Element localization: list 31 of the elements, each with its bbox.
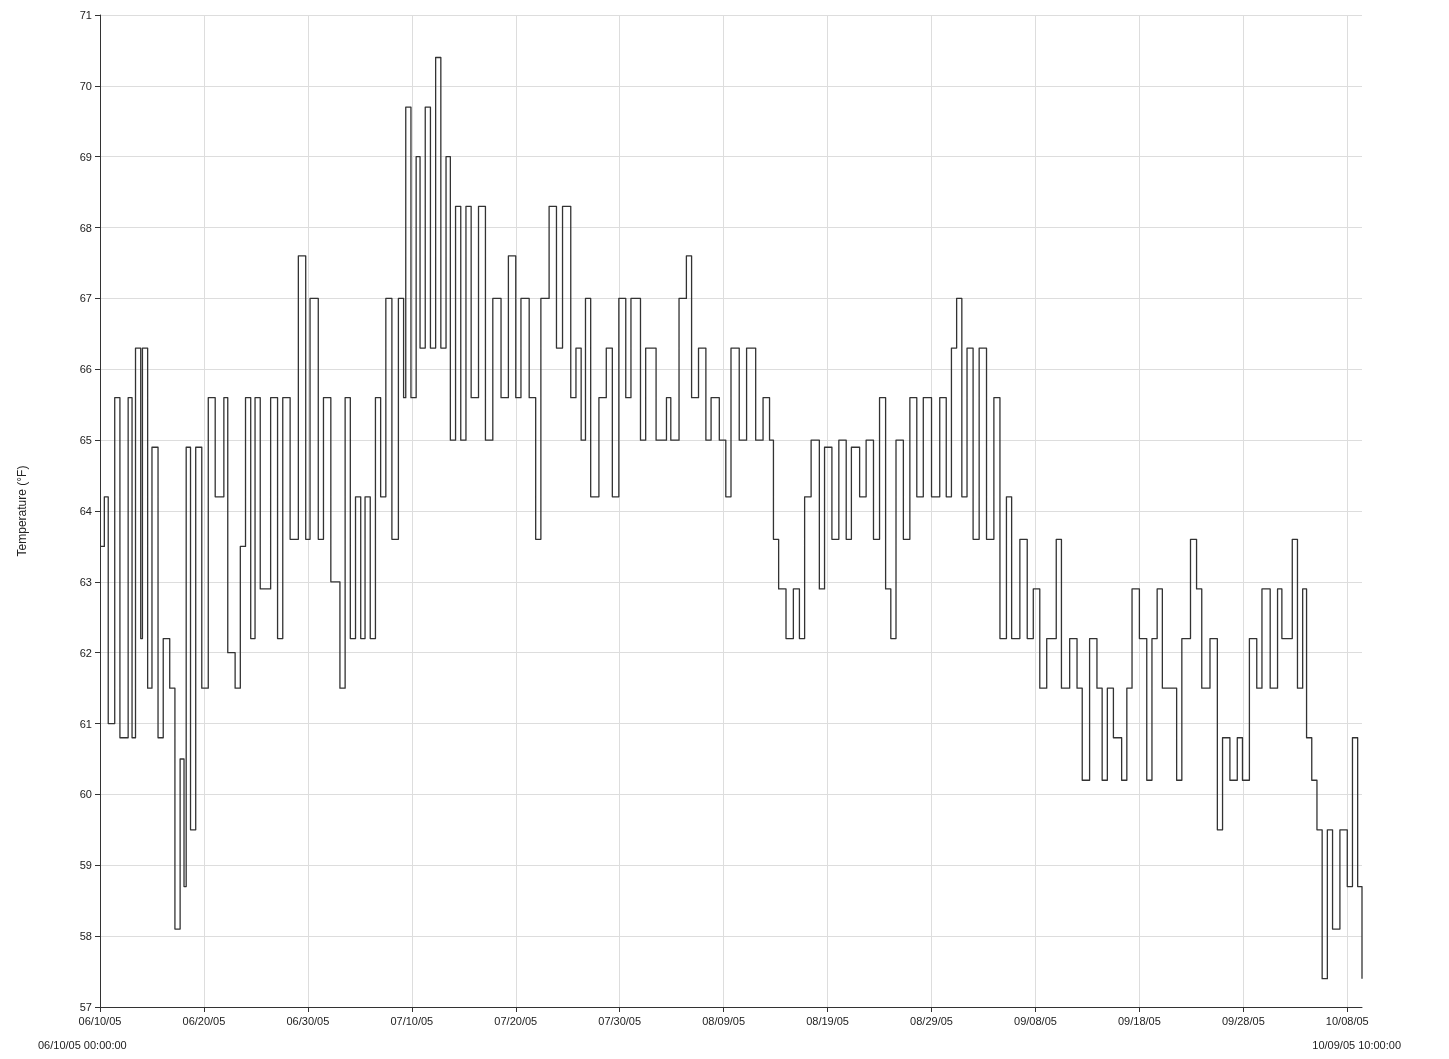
x-tick-label: 07/30/05 (598, 1014, 642, 1027)
y-tick-label: 64 (79, 505, 92, 517)
y-tick-label: 58 (79, 930, 92, 943)
x-tick-label: 06/10/05 (78, 1014, 122, 1027)
y-tick-label: 70 (79, 79, 92, 92)
x-tick-label: 06/30/05 (286, 1014, 330, 1027)
x-tick-label: 08/19/05 (806, 1014, 849, 1027)
y-tick-label: 69 (79, 150, 92, 163)
x-tick-label: 10/08/05 (1325, 1014, 1369, 1027)
y-tick-label: 68 (79, 221, 92, 234)
x-tick-label: 08/29/05 (910, 1014, 953, 1027)
y-tick-label: 65 (79, 434, 92, 447)
x-tick-label: 07/10/05 (390, 1014, 434, 1027)
x-tick-label: 07/20/05 (494, 1014, 538, 1027)
y-tick-label: 61 (79, 717, 92, 730)
x-tick-label: 06/20/05 (182, 1014, 226, 1027)
y-tick-label: 57 (79, 1001, 92, 1013)
y-tick-label: 60 (79, 788, 92, 801)
y-tick-label: 71 (79, 9, 92, 21)
x-tick-label: 09/08/05 (1014, 1014, 1057, 1027)
y-axis-title: Temperature (°F) (15, 465, 29, 557)
x-tick-label: 09/28/05 (1221, 1014, 1265, 1027)
text: 06/10/05 00:00:00 (38, 1038, 127, 1051)
y-tick-label: 63 (79, 575, 92, 588)
y-tick-label: 59 (79, 859, 92, 872)
text: 10/09/05 10:00:00 (1312, 1038, 1402, 1051)
y-tick-label: 62 (79, 646, 92, 659)
x-tick-label: 08/09/05 (702, 1014, 746, 1027)
y-tick-label: 66 (79, 363, 92, 376)
y-tick-label: 67 (79, 292, 92, 305)
x-tick-label: 09/18/05 (1117, 1014, 1161, 1027)
